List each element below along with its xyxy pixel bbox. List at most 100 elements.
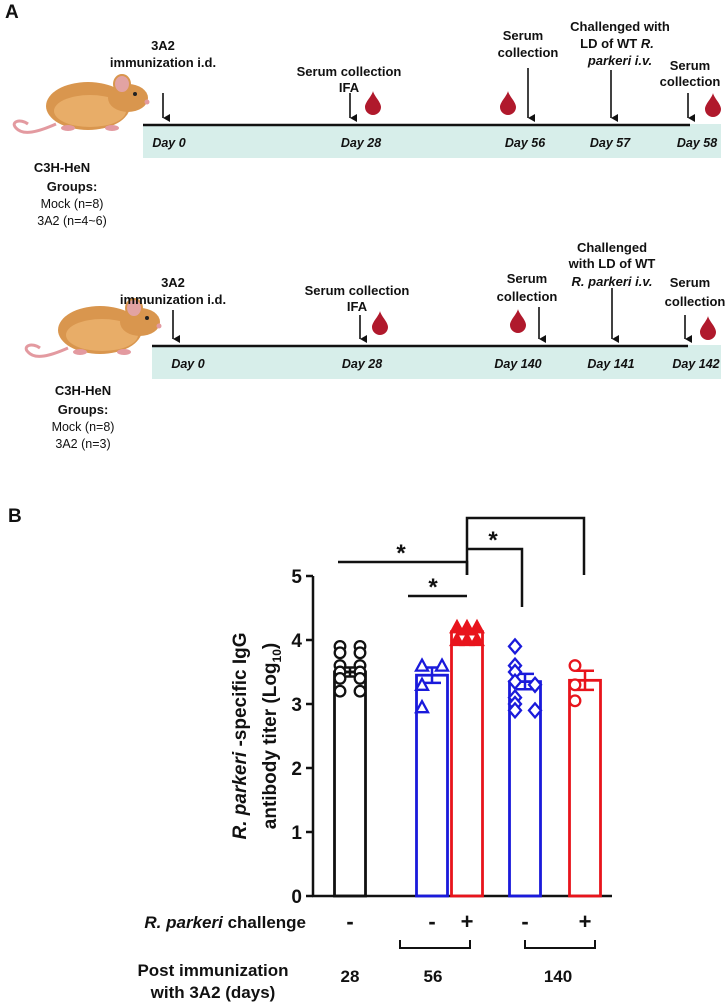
error-bar <box>576 669 594 692</box>
label: collection <box>498 45 559 60</box>
day-label: Day 140 <box>494 357 541 371</box>
groups-label: Groups: <box>58 402 109 417</box>
group-label: 28 <box>341 967 360 986</box>
label: immunization i.d. <box>120 292 226 307</box>
y-tick-label: 1 <box>291 823 302 844</box>
data-point <box>414 657 430 672</box>
group: Mock (n=8) <box>41 197 104 211</box>
data-point <box>414 676 430 691</box>
significance-bracket <box>467 547 524 607</box>
data-point <box>353 646 367 660</box>
group: Mock (n=8) <box>52 420 115 434</box>
significance-mark: * <box>488 527 498 554</box>
x-tick-label: - <box>521 909 528 934</box>
y-tick-label: 3 <box>291 695 302 716</box>
data-point <box>333 671 347 685</box>
x-tick-label: + <box>579 909 592 934</box>
label: IFA <box>347 299 368 314</box>
day-label: Day 56 <box>505 136 546 150</box>
data-point <box>527 676 543 694</box>
label-part: R. parkeri <box>144 913 224 932</box>
timeline: 3A2 immunization i.d. Serum collection I… <box>24 240 726 451</box>
significance-mark: * <box>428 574 438 601</box>
row-label: with 3A2 (days) <box>150 983 276 1002</box>
bar <box>333 670 367 898</box>
group: 3A2 (n=4~6) <box>37 214 107 228</box>
label: collection <box>665 294 726 309</box>
mouse-icon <box>24 297 163 358</box>
group: 3A2 (n=3) <box>55 437 110 451</box>
label: R. parkeri i.v. <box>572 274 653 289</box>
label-part: ) <box>260 643 281 649</box>
label-part: challenge <box>228 913 306 932</box>
label: LD of WT R. <box>580 36 654 51</box>
label: immunization i.d. <box>110 55 216 70</box>
data-point <box>527 701 543 720</box>
blood-drop <box>700 316 716 340</box>
label: collection <box>497 289 558 304</box>
day-label: Day 141 <box>587 357 634 371</box>
data-point <box>434 657 450 672</box>
y-tick-label: 5 <box>291 567 302 588</box>
day-label: Day 57 <box>590 136 631 150</box>
label: Serum <box>503 28 543 43</box>
row-label: R. parkeri challenge <box>144 913 306 932</box>
blood-drop <box>705 93 721 117</box>
x-tick-label: - <box>346 909 353 934</box>
blood-drop <box>365 91 381 115</box>
blood-drop <box>510 309 526 333</box>
y-tick-label: 2 <box>291 759 302 780</box>
day-label: Day 0 <box>171 357 204 371</box>
day-label: Day 142 <box>672 357 719 371</box>
data-point <box>459 618 475 634</box>
day-label: Day 28 <box>341 136 381 150</box>
x-tick-label: + <box>461 909 474 934</box>
data-point <box>353 671 367 685</box>
mouse-icon <box>12 73 151 134</box>
x-tick-label: - <box>428 909 435 934</box>
group-bracket <box>399 940 596 949</box>
data-point <box>568 694 582 708</box>
label: parkeri i.v. <box>587 53 652 68</box>
data-point <box>568 659 582 673</box>
label: with LD of WT <box>568 256 656 271</box>
data-point <box>568 678 582 692</box>
groups-label: Groups: <box>47 179 98 194</box>
label-part: 10 <box>270 649 284 663</box>
blood-drop <box>372 311 388 335</box>
label: Serum collection <box>305 283 410 298</box>
data-point <box>449 631 465 647</box>
data-point <box>353 684 367 698</box>
label: IFA <box>339 80 360 95</box>
data-point <box>414 698 430 714</box>
y-axis-label: antibody titer (Log10) <box>260 643 284 829</box>
label-part: antibody titer (Log <box>260 662 281 829</box>
data-point <box>469 631 485 647</box>
group-label: 140 <box>544 967 572 986</box>
label: 3A2 <box>151 38 175 53</box>
significance-mark: * <box>396 540 406 567</box>
label-part: R. <box>641 36 654 51</box>
data-point <box>459 631 475 647</box>
bar <box>568 678 602 898</box>
strain: C3H-HeN <box>34 160 90 175</box>
y-tick-label: 0 <box>291 887 302 908</box>
y-tick-label: 4 <box>291 631 302 652</box>
panel-label: A <box>5 2 19 23</box>
data-point <box>507 701 523 720</box>
label-part: LD of WT <box>580 36 637 51</box>
row-label: Post immunization <box>137 961 288 980</box>
blood-drop <box>500 91 516 115</box>
day-label: Day 58 <box>677 136 717 150</box>
significance-bracket <box>465 516 586 575</box>
data-point <box>333 684 347 698</box>
data-point <box>507 672 523 691</box>
label: collection <box>660 74 721 89</box>
strain: C3H-HeN <box>55 383 111 398</box>
group-label: 56 <box>424 967 443 986</box>
timeline-band <box>143 124 721 158</box>
y-axis-label: R. parkeri -specific IgG <box>230 633 251 840</box>
label-part: -specific IgG <box>230 633 251 747</box>
label: Serum <box>670 58 710 73</box>
